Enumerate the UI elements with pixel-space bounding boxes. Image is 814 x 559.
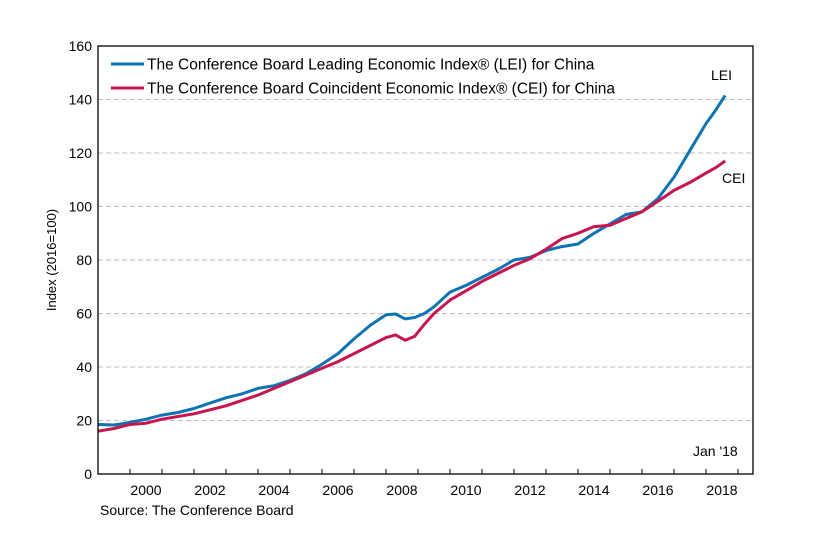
series-line-lei [97,94,727,427]
y-axis-title: Index (2016=100) [44,209,59,311]
x-axis-tick-labels: 2000 2002 2004 2006 2008 2010 2012 2014 2016 2018 [130,482,737,498]
y-tick-label-0: 0 [84,466,92,482]
y-tick-label-120: 120 [69,145,93,161]
series-lines [97,94,727,433]
y-tick-label-60: 60 [76,306,92,322]
series-line-cei [97,159,727,433]
y-tick-label-40: 40 [76,359,92,375]
source-note: Source: The Conference Board [100,502,294,518]
x-tick-label-2018: 2018 [706,482,737,498]
date-label: Jan '18 [693,443,738,459]
y-tick-label-140: 140 [69,92,93,108]
lei-end-label: LEI [711,67,732,83]
x-tick-label-2000: 2000 [130,482,161,498]
x-tick-label-2002: 2002 [194,482,225,498]
y-tick-label-80: 80 [76,252,92,268]
x-tick-label-2014: 2014 [578,482,609,498]
y-tick-label-100: 100 [69,199,93,215]
x-tick-label-2006: 2006 [322,482,353,498]
cei-end-label: CEI [722,170,745,186]
legend-label-cei: The Conference Board Coincident Economic… [147,81,615,98]
x-tick-label-2016: 2016 [642,482,673,498]
y-tick-label-20: 20 [76,413,92,429]
x-tick-label-2010: 2010 [450,482,481,498]
gridlines [98,99,753,421]
x-axis-ticks [129,469,739,474]
legend-label-lei: The Conference Board Leading Economic In… [147,57,595,74]
x-tick-label-2008: 2008 [386,482,417,498]
legend: The Conference Board Leading Economic In… [111,57,615,98]
y-axis-tick-labels: 0 20 40 60 80 100 120 140 160 [69,38,93,482]
x-tick-label-2012: 2012 [514,482,545,498]
plot-frame [97,45,754,475]
y-tick-label-160: 160 [69,38,93,54]
x-tick-label-2004: 2004 [258,482,289,498]
